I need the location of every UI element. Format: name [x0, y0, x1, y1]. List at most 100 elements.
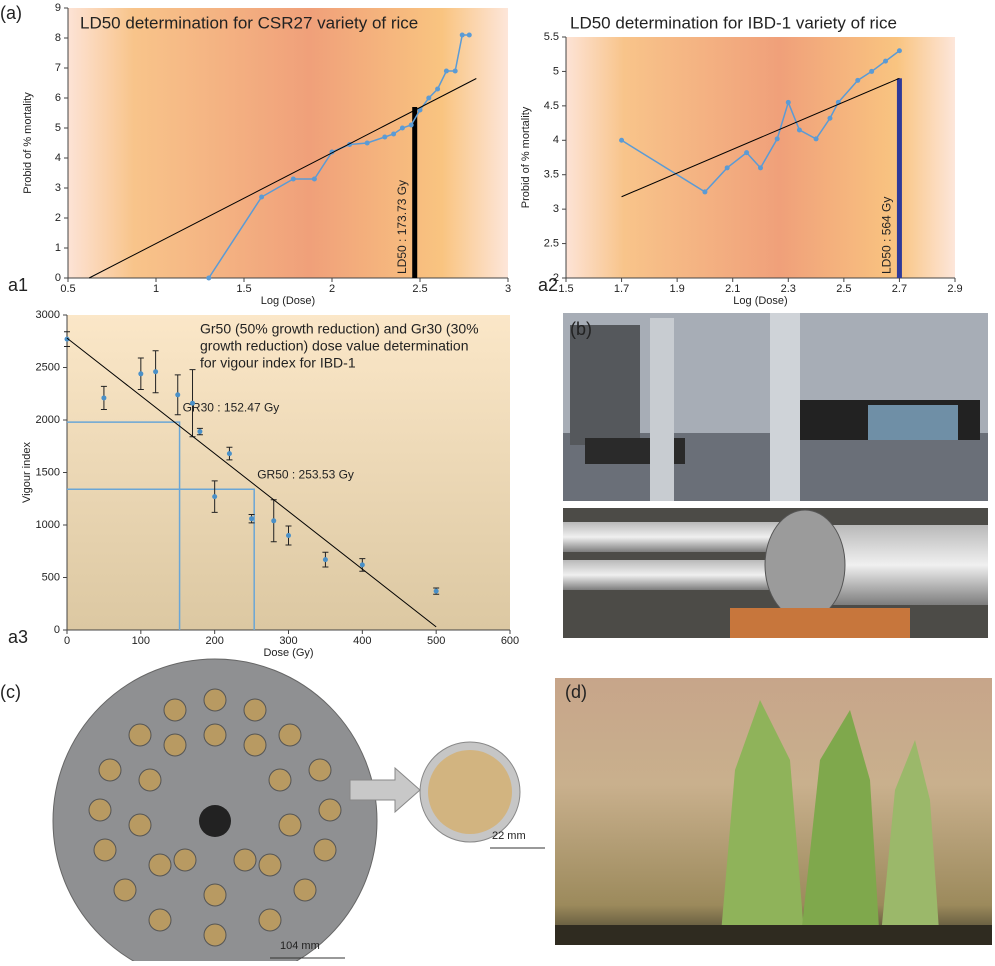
- reference-line: [67, 488, 255, 630]
- photo-irradiator: [563, 313, 988, 638]
- data-point: [417, 107, 423, 113]
- trend-line: [88, 78, 477, 279]
- y-tick-label: 1000: [36, 519, 60, 531]
- reference-line: [67, 421, 181, 630]
- data-point: [796, 127, 802, 133]
- plot-area: [68, 8, 508, 278]
- x-tick-label: 500: [427, 635, 445, 647]
- data-point: [869, 68, 875, 74]
- scale-label: 22 mm: [492, 830, 526, 842]
- data-point: [271, 518, 277, 524]
- data-point: [785, 99, 791, 105]
- y-tick-label: 9: [55, 2, 61, 14]
- panel-label: (a): [0, 3, 22, 23]
- data-point: [138, 371, 144, 377]
- data-point: [774, 136, 780, 142]
- x-tick-label: 200: [205, 635, 223, 647]
- data-point: [212, 494, 218, 500]
- data-point: [359, 562, 365, 568]
- x-tick-label: 2.9: [947, 283, 962, 295]
- data-point: [724, 165, 730, 171]
- chart-title: LD50 determination for IBD-1 variety of …: [570, 13, 897, 32]
- y-tick-label: 4.5: [544, 100, 559, 112]
- data-point: [813, 136, 819, 142]
- y-tick-label: 2.5: [544, 237, 559, 249]
- chart-title: Gr50 (50% growth reduction) and Gr30 (30…: [200, 321, 479, 337]
- y-tick-label: 0: [54, 624, 60, 636]
- panel-label: (c): [0, 682, 21, 702]
- ld50-bar: [896, 78, 902, 278]
- data-point: [190, 400, 196, 406]
- ld50-label: LD50 : 173.73 Gy: [395, 180, 409, 274]
- y-tick-label: 7: [55, 62, 61, 74]
- data-point: [459, 32, 465, 38]
- data-point: [206, 275, 212, 281]
- panel-label: (b): [570, 319, 592, 339]
- data-point: [466, 32, 472, 38]
- x-tick-label: 3: [505, 283, 511, 295]
- trend-line: [66, 337, 437, 628]
- y-tick-label: 2000: [36, 414, 60, 426]
- y-tick-label: 1: [55, 242, 61, 254]
- y-tick-label: 500: [42, 571, 60, 583]
- y-tick-label: 8: [55, 32, 61, 44]
- y-tick-label: 2: [55, 212, 61, 224]
- y-tick-label: 4: [553, 134, 559, 146]
- data-point: [249, 516, 255, 522]
- y-tick-label: 1500: [36, 466, 60, 478]
- ld50-label: LD50 : 564 Gy: [880, 197, 894, 274]
- y-tick-label: 3: [55, 182, 61, 194]
- data-point: [153, 369, 159, 375]
- data-point: [433, 588, 439, 594]
- chart-title: LD50 determination for CSR27 variety of …: [80, 13, 418, 32]
- data-point: [175, 392, 181, 398]
- y-axis-label: Vigour index: [21, 442, 33, 503]
- x-tick-label: 2.3: [781, 283, 796, 295]
- data-point: [311, 176, 317, 182]
- ld50-bar: [412, 107, 418, 278]
- data-point: [408, 122, 414, 128]
- data-point: [443, 68, 449, 74]
- data-point: [259, 194, 265, 200]
- data-point: [827, 115, 833, 121]
- trend-line: [621, 77, 900, 198]
- x-tick-label: 2.7: [892, 283, 907, 295]
- chart-title: growth reduction) dose value determinati…: [200, 338, 469, 354]
- data-point: [226, 451, 232, 457]
- data-point: [101, 395, 107, 401]
- data-point: [435, 86, 441, 92]
- data-point: [426, 95, 432, 101]
- x-tick-label: 0: [64, 635, 70, 647]
- y-axis-label: Probid of % mortality: [520, 106, 532, 208]
- scale-label: 104 mm: [280, 940, 320, 952]
- x-tick-label: 2.5: [836, 283, 851, 295]
- y-tick-label: 4: [55, 152, 61, 164]
- data-point: [883, 58, 889, 64]
- x-tick-label: 100: [132, 635, 150, 647]
- data-point: [758, 165, 763, 171]
- plot-area: [566, 37, 955, 278]
- photo-seed-plate: [52, 658, 545, 966]
- y-tick-label: 3: [553, 203, 559, 215]
- x-axis-label: Log (Dose): [733, 295, 787, 307]
- panel-label: (d): [565, 682, 587, 702]
- x-axis-label: Log (Dose): [261, 295, 315, 307]
- y-tick-label: 5.5: [544, 31, 559, 43]
- x-tick-label: 0.5: [60, 283, 75, 295]
- x-tick-label: 600: [501, 635, 519, 647]
- panel-label: a1: [8, 275, 28, 295]
- data-point: [619, 137, 625, 143]
- data-point: [452, 68, 458, 74]
- data-point: [64, 336, 70, 342]
- x-tick-label: 1.5: [558, 283, 573, 295]
- data-point: [382, 134, 388, 140]
- data-point: [896, 48, 902, 54]
- x-tick-label: 1: [153, 283, 159, 295]
- y-tick-label: 2: [553, 272, 559, 284]
- x-axis-label: Dose (Gy): [263, 647, 313, 659]
- data-point: [702, 189, 708, 195]
- x-tick-label: 1.7: [614, 283, 629, 295]
- x-tick-label: 1.5: [236, 283, 251, 295]
